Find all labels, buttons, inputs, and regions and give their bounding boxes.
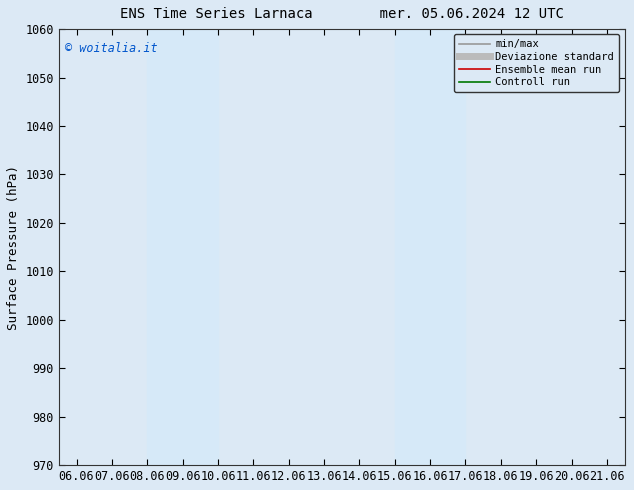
- Title: ENS Time Series Larnaca        mer. 05.06.2024 12 UTC: ENS Time Series Larnaca mer. 05.06.2024 …: [120, 7, 564, 21]
- Bar: [147, 29, 218, 465]
- Y-axis label: Surface Pressure (hPa): Surface Pressure (hPa): [7, 165, 20, 330]
- Text: © woitalia.it: © woitalia.it: [65, 42, 157, 55]
- Legend: min/max, Deviazione standard, Ensemble mean run, Controll run: min/max, Deviazione standard, Ensemble m…: [454, 34, 619, 93]
- Bar: [395, 29, 465, 465]
